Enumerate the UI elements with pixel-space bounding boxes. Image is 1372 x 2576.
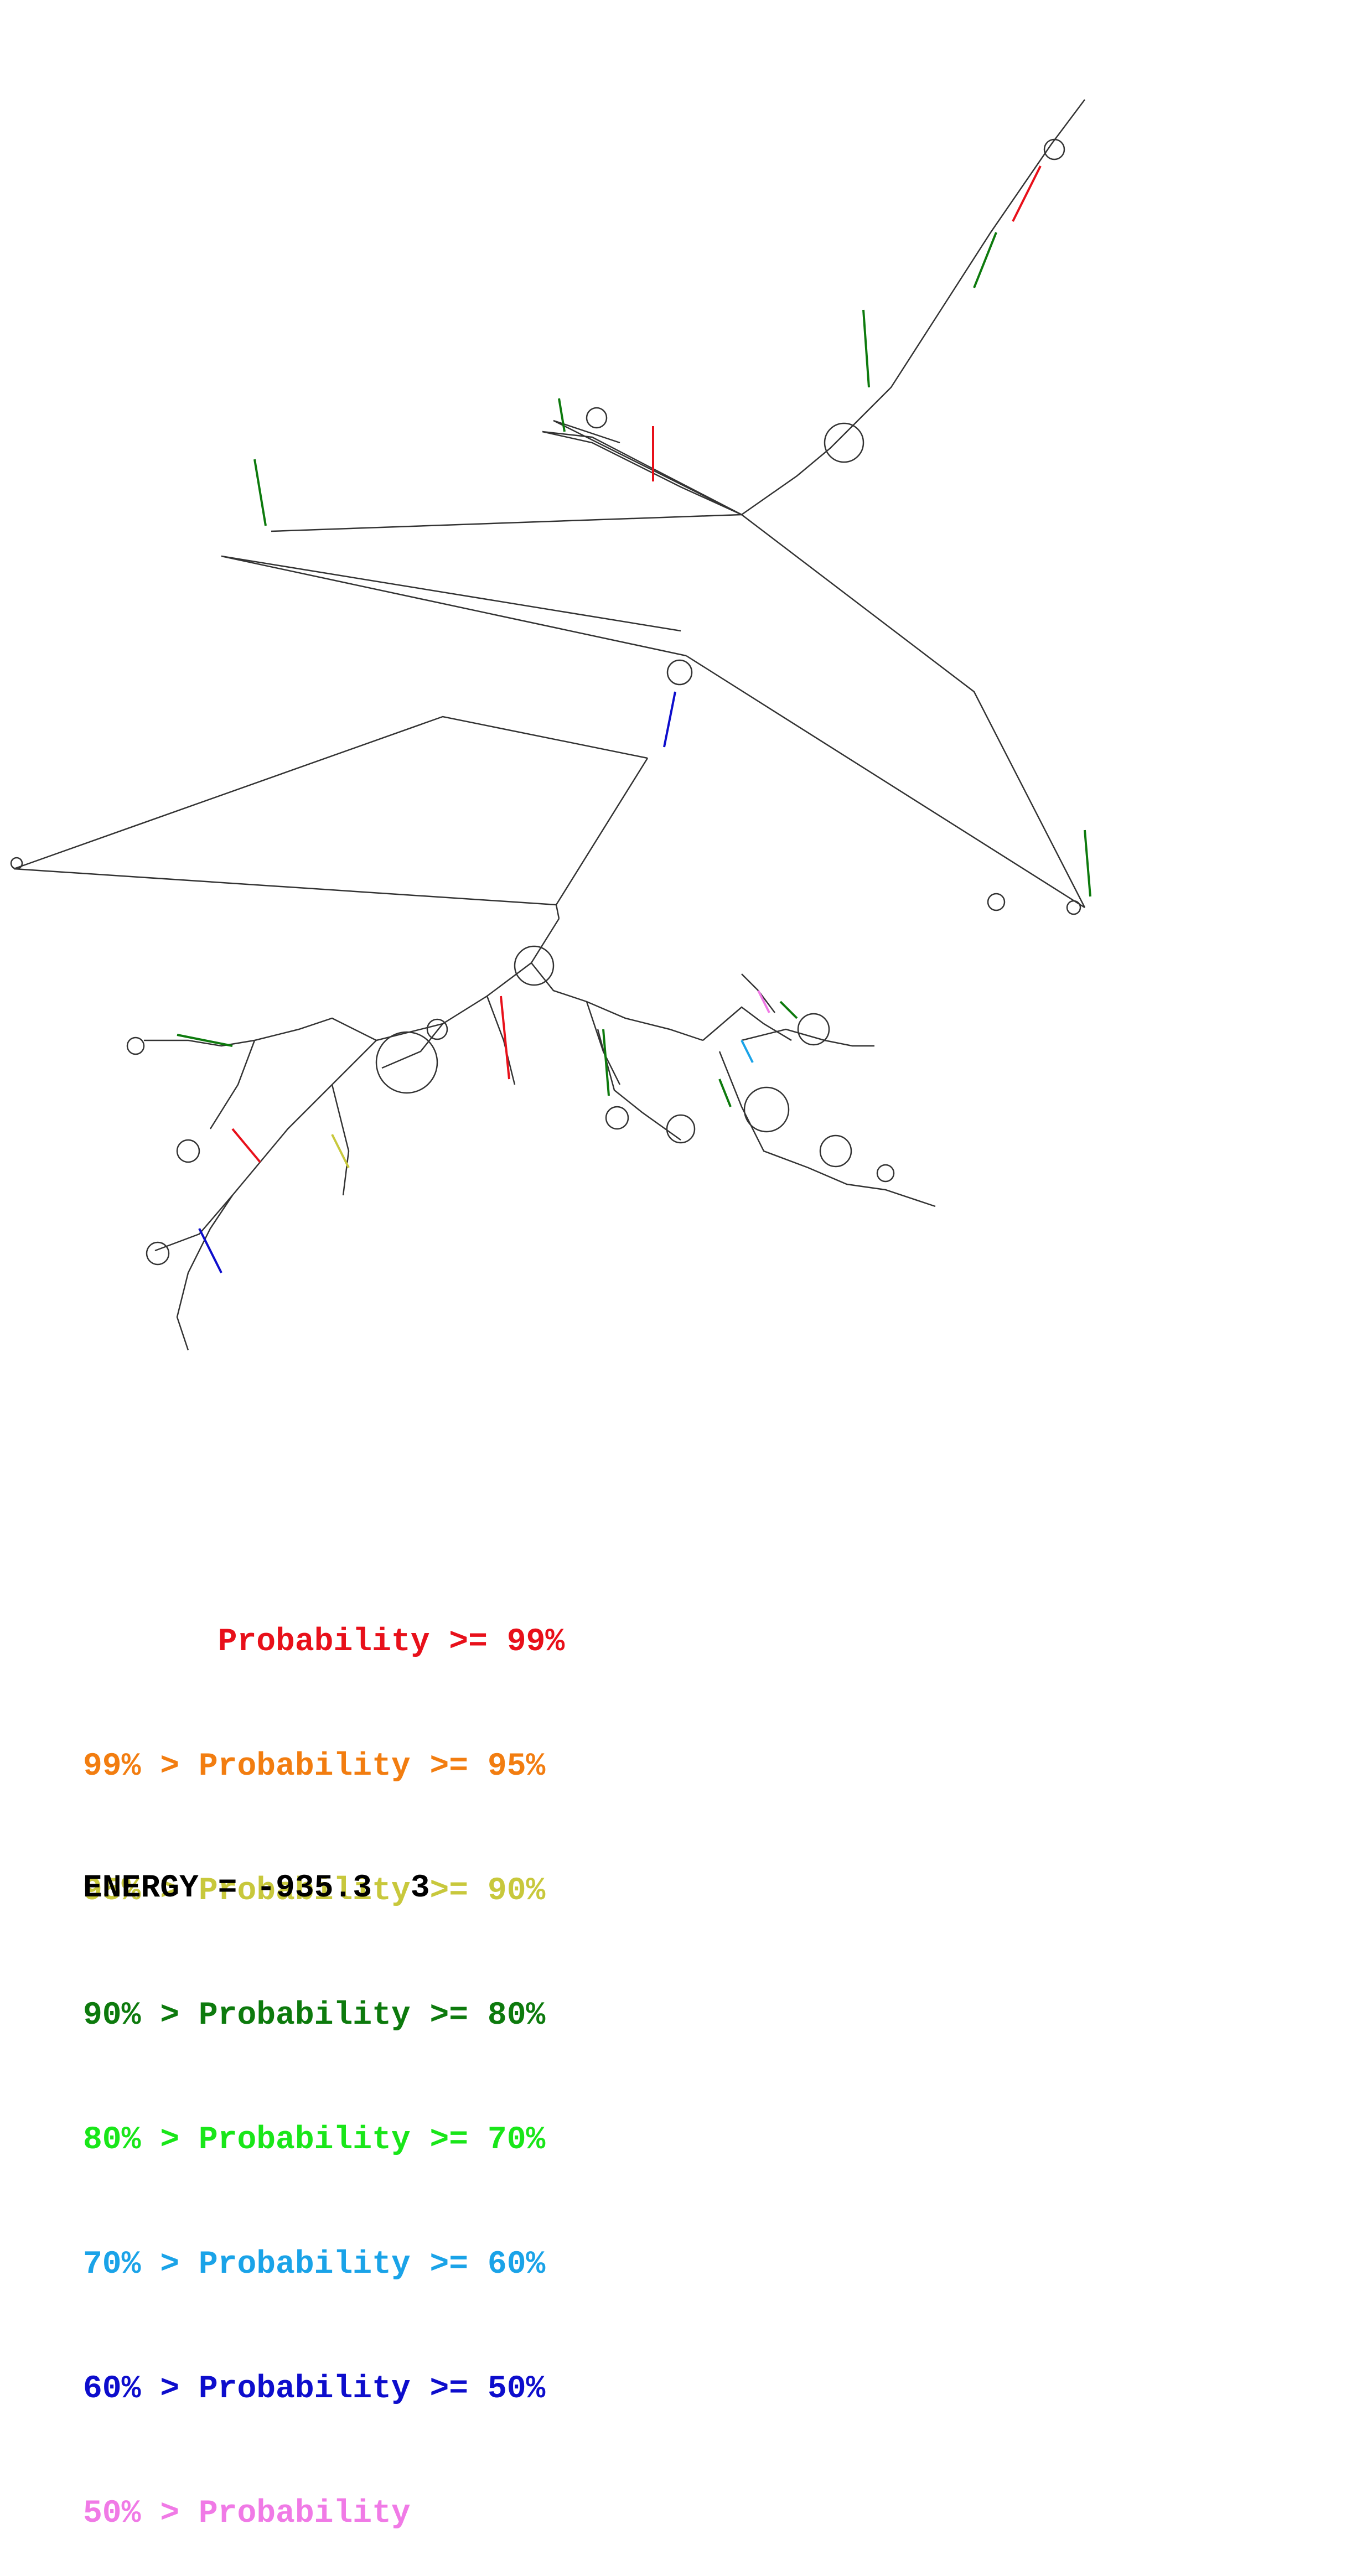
helix bbox=[602, 1029, 610, 1096]
connector-line bbox=[221, 555, 681, 632]
connector-line bbox=[486, 996, 516, 1085]
hairpin-loop bbox=[1043, 138, 1065, 160]
helix bbox=[973, 232, 997, 288]
hairpin-loop bbox=[426, 1018, 448, 1040]
connector-line bbox=[381, 1023, 443, 1069]
legend-row: 80% > Probability >= 70% bbox=[83, 2122, 546, 2158]
hairpin-loop bbox=[146, 1241, 170, 1266]
legend-row: 95% > Probability >= 90% bbox=[83, 1873, 546, 1909]
hairpin-loop bbox=[176, 1139, 200, 1163]
helix bbox=[862, 309, 870, 388]
helix-stems bbox=[177, 165, 1091, 1273]
hairpin-loop bbox=[876, 1164, 895, 1183]
connector-line bbox=[686, 655, 1085, 909]
legend-row: 70% > Probability >= 60% bbox=[83, 2247, 546, 2283]
legend-row: 90% > Probability >= 80% bbox=[83, 1998, 546, 2034]
connector-line bbox=[13, 868, 557, 906]
connector-line bbox=[531, 962, 703, 1041]
legend-row: 99% > Probability >= 95% bbox=[83, 1749, 546, 1785]
helix bbox=[331, 1134, 350, 1168]
helix bbox=[177, 1034, 233, 1047]
connector-line bbox=[741, 973, 775, 1013]
loops bbox=[10, 138, 1081, 1266]
connector-line bbox=[176, 918, 560, 1351]
hairpin-loop bbox=[1066, 900, 1081, 915]
energy-label: ENERGY = -935.3 3 bbox=[83, 1870, 430, 1906]
helix bbox=[1084, 830, 1091, 897]
connector-line bbox=[741, 514, 1086, 908]
helix bbox=[253, 459, 267, 526]
hairpin-loop bbox=[514, 945, 555, 986]
hairpin-loop bbox=[10, 857, 23, 870]
connector-line bbox=[555, 904, 560, 919]
hairpin-loop bbox=[743, 1086, 790, 1133]
helix bbox=[757, 990, 770, 1013]
connector-line bbox=[741, 99, 1085, 516]
helix bbox=[198, 1228, 222, 1273]
hairpin-loop bbox=[987, 893, 1006, 911]
probability-legend: Probability >= 99% 99% > Probability >= … bbox=[83, 1538, 565, 2576]
helix bbox=[741, 1040, 754, 1063]
rna-secondary-structure-diagram bbox=[10, 99, 1091, 1351]
helix bbox=[663, 691, 676, 748]
legend-row: Probability >= 99% bbox=[83, 1624, 565, 1660]
hairpin-loop bbox=[605, 1106, 629, 1130]
legend-row: 50% > Probability bbox=[83, 2496, 411, 2532]
connector-line bbox=[702, 1006, 792, 1041]
hairpin-loop bbox=[375, 1031, 438, 1094]
helix bbox=[500, 996, 510, 1080]
backbone bbox=[13, 99, 1086, 1351]
helix bbox=[779, 1001, 798, 1019]
connector-line bbox=[271, 514, 742, 532]
hairpin-loop bbox=[666, 1114, 696, 1144]
connector-line bbox=[154, 1195, 233, 1252]
connector-line bbox=[718, 1051, 936, 1207]
connector-line bbox=[553, 419, 742, 516]
hairpin-loop bbox=[126, 1036, 145, 1055]
connector-line bbox=[221, 555, 687, 657]
helix bbox=[718, 1079, 732, 1107]
hairpin-loop bbox=[819, 1134, 852, 1168]
connector-line bbox=[209, 1040, 256, 1129]
connector-line bbox=[144, 1017, 377, 1047]
helix bbox=[558, 398, 566, 432]
helix bbox=[231, 1128, 261, 1163]
hairpin-loop bbox=[797, 1013, 830, 1046]
hairpin-loop bbox=[586, 407, 608, 429]
hairpin-loop bbox=[666, 659, 693, 686]
connector-line bbox=[331, 1084, 350, 1196]
connector-line bbox=[13, 716, 648, 870]
connector-line bbox=[555, 758, 649, 905]
connector-line bbox=[542, 431, 742, 516]
helix bbox=[1012, 165, 1042, 222]
hairpin-loop bbox=[824, 422, 864, 463]
legend-row: 60% > Probability >= 50% bbox=[83, 2371, 546, 2407]
